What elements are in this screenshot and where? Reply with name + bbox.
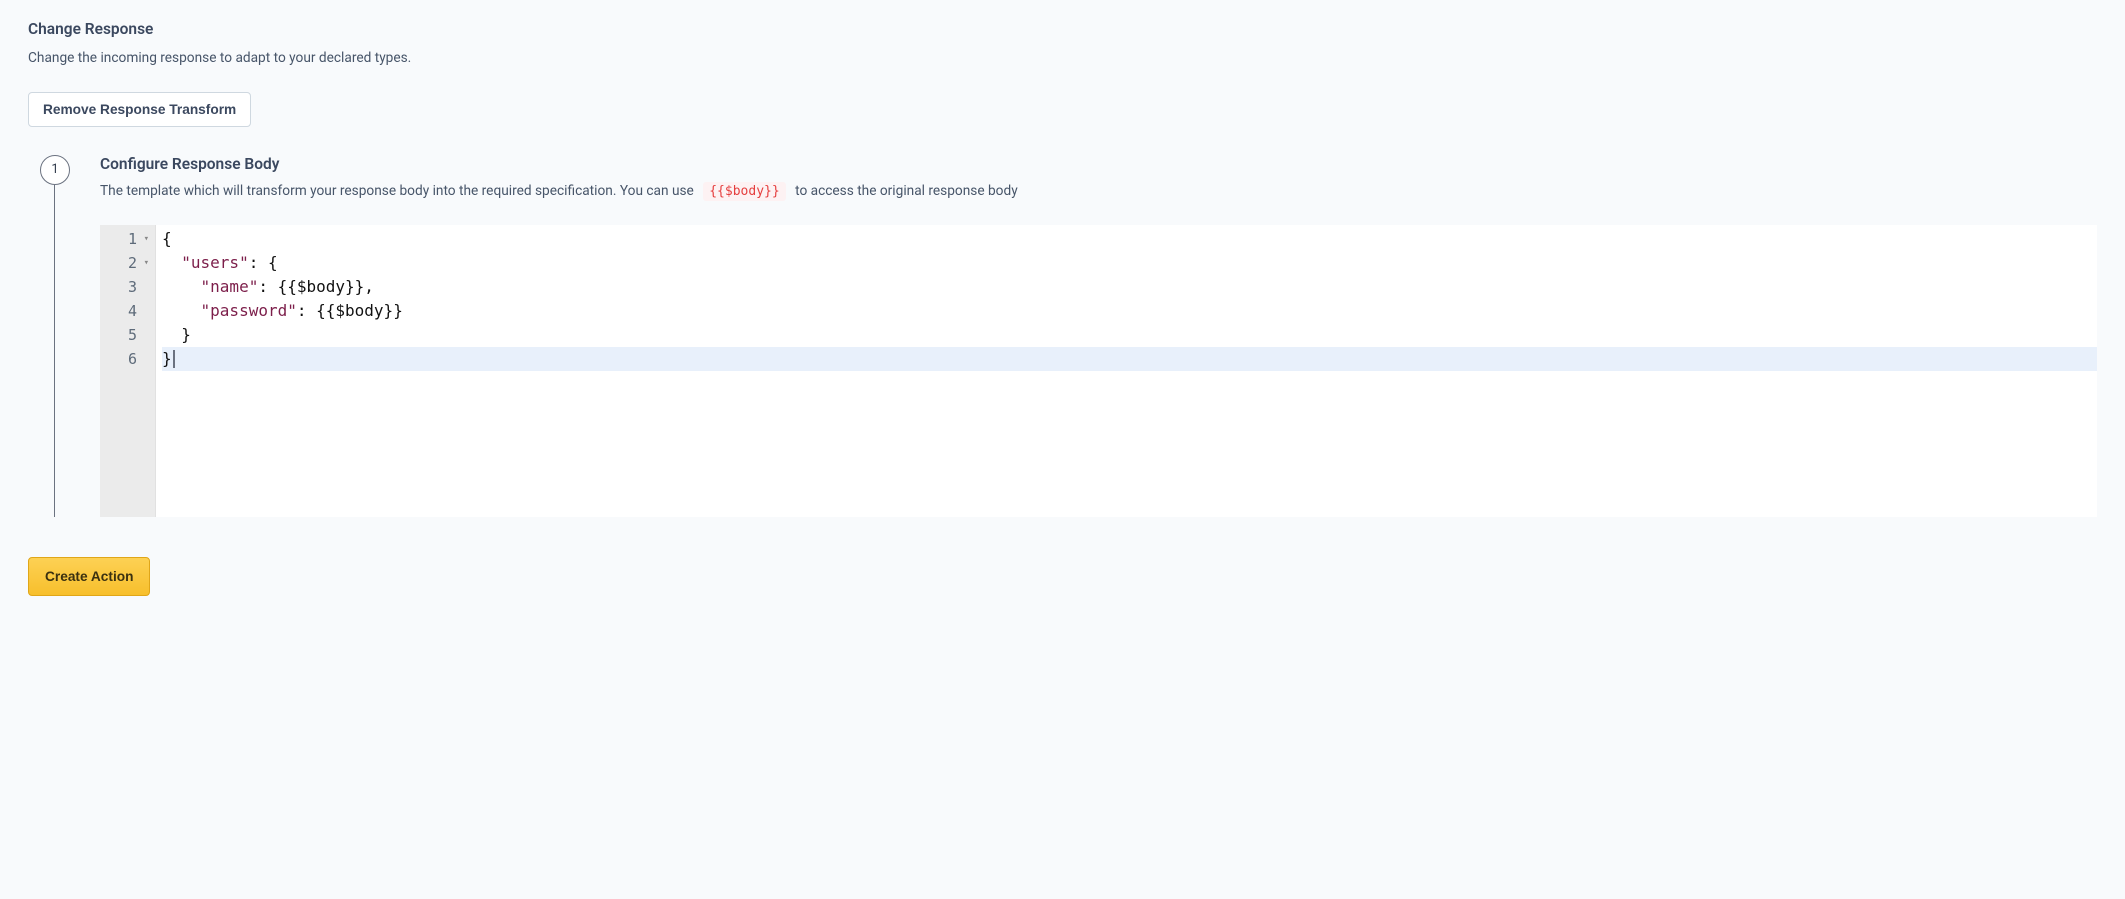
gutter-line: 2▾	[114, 251, 149, 275]
code-line[interactable]: }	[162, 323, 2097, 347]
step-container: 1 Configure Response Body The template w…	[28, 155, 2097, 517]
gutter-line: 6	[114, 347, 149, 371]
fold-icon[interactable]: ▾	[141, 251, 149, 275]
code-editor[interactable]: 1▾2▾3456 { "users": { "name": {{$body}},…	[100, 225, 2097, 517]
fold-icon[interactable]: ▾	[141, 227, 149, 251]
code-line[interactable]: {	[162, 227, 2097, 251]
gutter-line: 1▾	[114, 227, 149, 251]
code-line[interactable]: "name": {{$body}},	[162, 275, 2097, 299]
body-template-tag: {{$body}}	[703, 182, 785, 201]
remove-response-transform-button[interactable]: Remove Response Transform	[28, 92, 251, 127]
step-connector-line	[54, 185, 55, 517]
page-title: Change Response	[28, 20, 2097, 38]
gutter-line: 5	[114, 323, 149, 347]
code-line[interactable]: }	[162, 347, 2097, 371]
step-number-badge: 1	[40, 155, 70, 185]
step-desc-pre: The template which will transform your r…	[100, 183, 694, 199]
cursor	[173, 350, 175, 368]
code-line[interactable]: "users": {	[162, 251, 2097, 275]
page-subtitle: Change the incoming response to adapt to…	[28, 48, 2097, 70]
gutter-line: 3	[114, 275, 149, 299]
code-editor-content[interactable]: { "users": { "name": {{$body}}, "passwor…	[156, 225, 2097, 517]
step-description: The template which will transform your r…	[100, 181, 2097, 203]
code-line[interactable]: "password": {{$body}}	[162, 299, 2097, 323]
step-title: Configure Response Body	[100, 155, 2097, 173]
step-desc-post: to access the original response body	[795, 183, 1018, 199]
create-action-button[interactable]: Create Action	[28, 557, 150, 596]
code-editor-gutter: 1▾2▾3456	[100, 225, 156, 517]
gutter-line: 4	[114, 299, 149, 323]
